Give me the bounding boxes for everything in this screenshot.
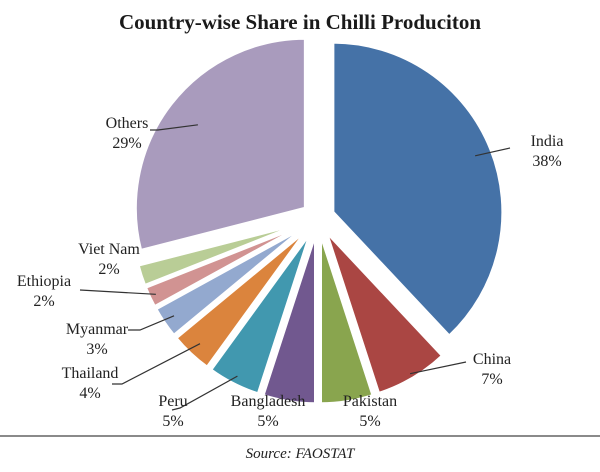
pie-slice-china [324,230,445,396]
leader-line [112,343,201,385]
label-pakistan: Pakistan 5% [342,393,398,430]
pie-slice-ethiopia [143,223,305,309]
label-others: Others 29% [105,115,149,152]
label-peru: Peru 5% [158,393,188,430]
leader-line [128,315,175,331]
label-thailand: Thailand 4% [61,365,119,402]
pie-slice-thailand [173,228,309,370]
label-bangladesh: Bangladesh 5% [230,393,306,430]
pie-slice-myanmar [153,225,306,338]
pie-slice-viet-nam [136,221,304,288]
leader-line [409,361,467,375]
leader-line [79,289,156,295]
chart-title: Country-wise Share in Chilli Produciton [118,10,482,34]
divider-line [0,435,600,437]
pie-slice-pakistan [319,233,375,406]
source-caption: Source: FAOSTAT [245,446,355,462]
leader-line [475,147,511,157]
label-myanmar: Myanmar 3% [65,321,129,358]
leader-line [171,375,238,411]
pie-slice-bangladesh [261,233,317,406]
label-india: India 38% [530,133,564,170]
label-ethiopia: Ethiopia 2% [16,273,72,310]
pie-slice-india [331,40,505,339]
pie-slice-others [133,36,307,253]
label-china: China 7% [472,351,512,388]
leader-line [150,124,198,131]
label-viet-nam: Viet Nam 2% [78,241,140,278]
pie-slice-peru [208,231,313,396]
